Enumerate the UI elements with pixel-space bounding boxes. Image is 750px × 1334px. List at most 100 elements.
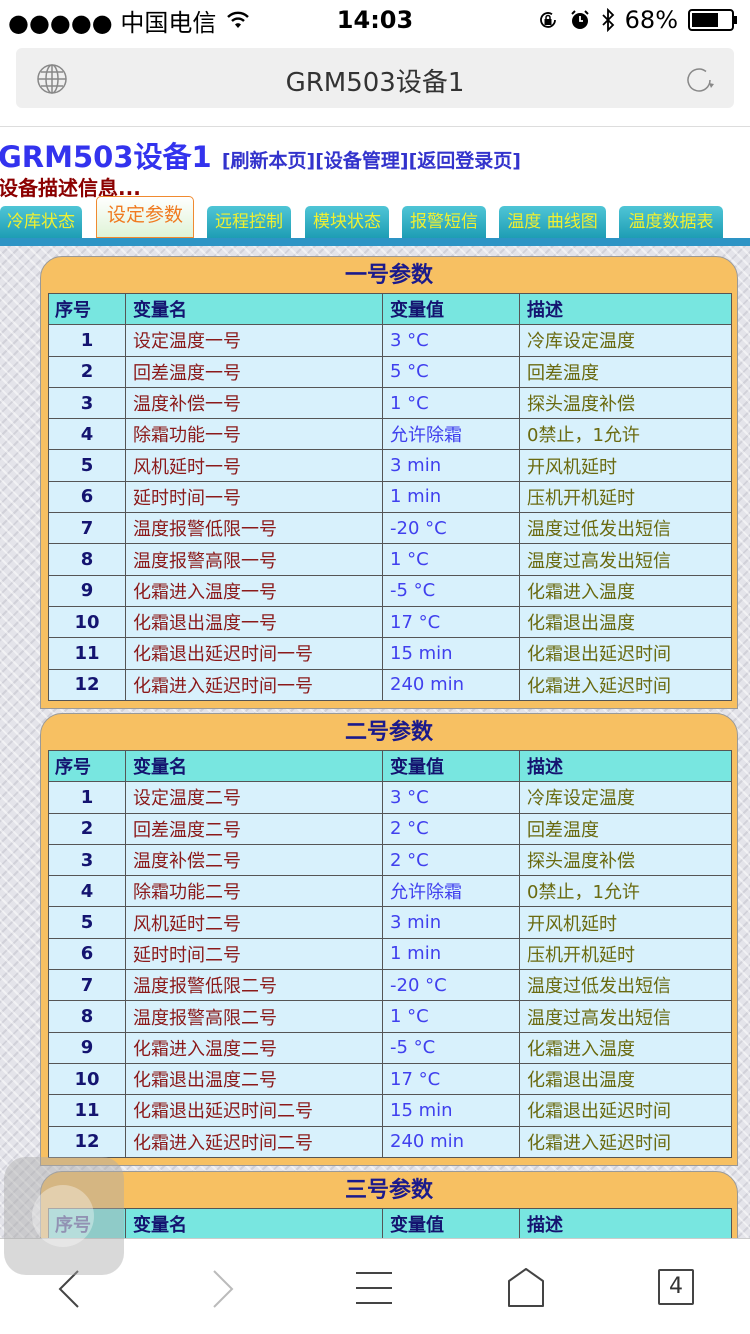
variable-value: 15 min <box>382 1094 520 1127</box>
table-row: 3 温度补偿一号 1 °C 探头温度补偿 <box>48 386 732 420</box>
reload-icon[interactable] <box>682 63 716 97</box>
variable-description: 冷库设定温度 <box>519 781 732 814</box>
back-icon[interactable] <box>56 1269 86 1309</box>
tabs-count-button[interactable]: 4 <box>658 1269 694 1305</box>
tab-temperature-table[interactable]: 温度数据表 <box>619 206 723 238</box>
variable-value: -5 °C <box>382 1031 520 1064</box>
tab-module-status[interactable]: 模块状态 <box>305 206 389 238</box>
variable-value: -20 °C <box>382 969 520 1002</box>
table-row: 1 设定温度二号 3 °C 冷库设定温度 <box>48 781 732 814</box>
variable-name: 化霜退出延迟时间二号 <box>125 1094 383 1127</box>
variable-description: 化霜进入温度 <box>519 574 732 607</box>
table-row: 8 温度报警高限二号 1 °C 温度过高发出短信 <box>48 1000 732 1033</box>
table-row: 9 化霜进入温度二号 -5 °C 化霜进入温度 <box>48 1031 732 1064</box>
variable-name: 化霜进入温度二号 <box>125 1031 383 1064</box>
variable-value: 3 °C <box>382 324 520 357</box>
content-area[interactable]: 一号参数 序号 变量名 变量值 描述 1 设定温度一号 3 °C 冷库设定温度 2 回差温度一号 5 … <box>0 246 750 1238</box>
panel-1: 一号参数 序号 变量名 变量值 描述 1 设定温度一号 3 °C 冷库设定温度 2 回差温度一号 5 … <box>40 256 738 709</box>
variable-name: 设定温度一号 <box>125 324 383 357</box>
row-index: 3 <box>48 843 126 877</box>
variable-description: 化霜退出温度 <box>519 1062 732 1096</box>
row-index: 9 <box>48 1031 126 1064</box>
tab-temperature-chart[interactable]: 温度 曲线图 <box>499 206 606 238</box>
variable-description: 开风机延时 <box>519 449 732 482</box>
variable-value: 1 °C <box>382 543 520 576</box>
row-index: 5 <box>48 906 126 939</box>
parameter-table: 序号 变量名 变量值 描述 <box>48 1207 732 1238</box>
parameter-table: 序号 变量名 变量值 描述 1 设定温度一号 3 °C 冷库设定温度 2 回差温度一号 5 °C 回差… <box>48 292 732 701</box>
back-to-login-link[interactable]: [返回登录页] <box>408 150 521 172</box>
panel-2: 二号参数 序号 变量名 变量值 描述 1 设定温度二号 3 °C 冷库设定温度 2 回差温度二号 2 … <box>40 713 738 1166</box>
variable-value: 1 min <box>382 937 520 971</box>
table-row: 10 化霜退出温度二号 17 °C 化霜退出温度 <box>48 1062 732 1096</box>
column-header: 变量值 <box>382 1207 520 1238</box>
forward-icon[interactable] <box>206 1269 236 1309</box>
variable-value: 3 °C <box>382 781 520 814</box>
parameter-table: 序号 变量名 变量值 描述 1 设定温度二号 3 °C 冷库设定温度 2 回差温度二号 2 °C 回差… <box>48 749 732 1158</box>
table-row: 6 延时时间一号 1 min 压机开机延时 <box>48 480 732 514</box>
variable-name: 回差温度二号 <box>125 812 383 845</box>
column-header: 序号 <box>48 292 126 326</box>
tab-alarm-sms[interactable]: 报警短信 <box>402 206 486 238</box>
tab-cold-storage-status[interactable]: 冷库状态 <box>0 206 82 238</box>
home-icon[interactable] <box>506 1267 546 1309</box>
variable-description: 化霜退出延迟时间 <box>519 637 732 670</box>
variable-name: 温度补偿二号 <box>125 843 383 877</box>
table-row: 4 除霜功能一号 允许除霜 0禁止，1允许 <box>48 418 732 451</box>
variable-description: 冷库设定温度 <box>519 324 732 357</box>
table-row: 12 化霜进入延迟时间二号 240 min 化霜进入延迟时间 <box>48 1125 732 1158</box>
globe-icon <box>37 64 67 94</box>
table-header-row: 序号 变量名 变量值 描述 <box>48 292 732 326</box>
table-row: 2 回差温度二号 2 °C 回差温度 <box>48 812 732 845</box>
variable-value: 15 min <box>382 637 520 670</box>
row-index: 2 <box>48 355 126 388</box>
assistive-touch-button[interactable] <box>4 1157 124 1275</box>
row-index: 10 <box>48 1062 126 1096</box>
tab-set-parameters[interactable]: 设定参数 <box>96 196 194 238</box>
table-row: 8 温度报警高限一号 1 °C 温度过高发出短信 <box>48 543 732 576</box>
carrier: ●●●●● 中国电信 <box>8 8 217 37</box>
row-index: 3 <box>48 386 126 420</box>
variable-name: 除霜功能二号 <box>125 875 383 908</box>
variable-description: 温度过低发出短信 <box>519 969 732 1002</box>
variable-name: 除霜功能一号 <box>125 418 383 451</box>
column-header: 变量值 <box>382 749 520 783</box>
variable-description: 温度过高发出短信 <box>519 1000 732 1033</box>
row-index: 4 <box>48 418 126 451</box>
variable-description: 化霜进入延迟时间 <box>519 1125 732 1158</box>
variable-description: 化霜进入温度 <box>519 1031 732 1064</box>
table-row: 12 化霜进入延迟时间一号 240 min 化霜进入延迟时间 <box>48 668 732 701</box>
tab-remote-control[interactable]: 远程控制 <box>207 206 291 238</box>
variable-value: 240 min <box>382 1125 520 1158</box>
alarm-icon <box>570 10 589 29</box>
column-header: 序号 <box>48 749 126 783</box>
variable-description: 0禁止，1允许 <box>519 418 732 451</box>
column-header: 序号 <box>48 1207 126 1238</box>
variable-value: 允许除霜 <box>382 875 520 908</box>
row-index: 12 <box>48 668 126 701</box>
refresh-link[interactable]: [刷新本页] <box>221 150 316 172</box>
variable-name: 延时时间二号 <box>125 937 383 971</box>
tab-bar: 冷库状态 设定参数 远程控制 模块状态 报警短信 温度 曲线图 温度数据表 <box>0 196 750 246</box>
variable-name: 风机延时一号 <box>125 449 383 482</box>
address-bar[interactable]: GRM503设备1 <box>16 48 734 108</box>
variable-description: 化霜进入延迟时间 <box>519 668 732 701</box>
panel-3: 三号参数序号 变量名 变量值 描述 <box>40 1171 738 1238</box>
device-management-link[interactable]: [设备管理] <box>315 150 409 172</box>
variable-name: 温度补偿一号 <box>125 386 383 420</box>
variable-name: 温度报警低限二号 <box>125 969 383 1002</box>
variable-description: 0禁止，1允许 <box>519 875 732 908</box>
menu-icon[interactable] <box>354 1269 394 1309</box>
panel-title: 一号参数 <box>344 263 433 288</box>
column-header: 变量名 <box>125 749 383 783</box>
panel-title: 三号参数 <box>344 1178 433 1203</box>
variable-value: 240 min <box>382 668 520 701</box>
column-header: 变量值 <box>382 292 520 326</box>
row-index: 5 <box>48 449 126 482</box>
row-index: 11 <box>48 637 126 670</box>
variable-value: 1 °C <box>382 386 520 420</box>
row-index: 12 <box>48 1125 126 1158</box>
variable-value: -20 °C <box>382 512 520 545</box>
variable-description: 回差温度 <box>519 355 732 388</box>
table-row: 11 化霜退出延迟时间二号 15 min 化霜退出延迟时间 <box>48 1094 732 1127</box>
